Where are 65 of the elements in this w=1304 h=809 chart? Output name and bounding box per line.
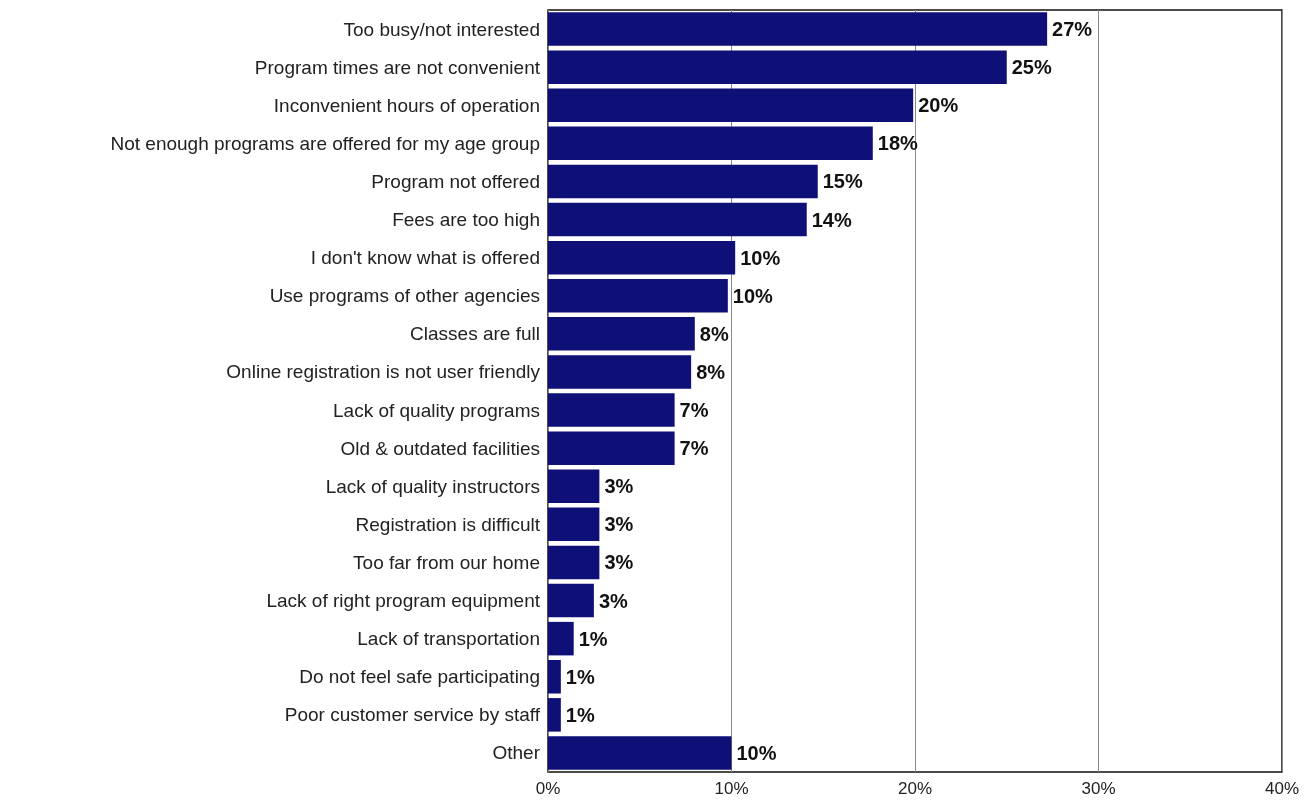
bar [548, 126, 873, 161]
bar [548, 278, 728, 313]
data-label: 1% [578, 627, 608, 650]
data-label: 27% [1052, 18, 1093, 41]
data-label: 1% [565, 665, 595, 688]
y-tick-label: Online registration is not user friendly [226, 361, 541, 383]
bar [548, 431, 675, 465]
bar [548, 469, 600, 504]
data-label: 3% [598, 589, 628, 612]
y-tick-label: Lack of right program equipment [266, 590, 541, 612]
data-label: 8% [699, 322, 729, 345]
data-label: 14% [811, 208, 852, 231]
data-label: 3% [604, 513, 634, 536]
data-label: 8% [696, 360, 726, 383]
y-tick-label: I don't know what is offered [310, 247, 540, 269]
y-tick-label: Too busy/not interested [343, 18, 540, 40]
bar [548, 164, 818, 199]
bar [548, 393, 675, 427]
y-tick-label: Too far from our home [353, 551, 540, 573]
x-tick-label: 0% [535, 779, 561, 798]
bar [548, 317, 695, 351]
bar [548, 202, 807, 237]
data-label: 25% [1011, 56, 1052, 79]
data-label: 15% [822, 170, 863, 193]
bar [548, 507, 600, 542]
bar [548, 736, 732, 770]
y-tick-label: Old & outdated facilities [340, 437, 540, 459]
bar [548, 698, 561, 732]
bar [548, 12, 1048, 46]
y-tick-label: Do not feel safe participating [299, 666, 540, 688]
y-tick-label: Use programs of other agencies [269, 285, 540, 307]
bar [548, 545, 600, 580]
y-tick-label: Registration is difficult [355, 513, 541, 535]
data-label: 3% [604, 475, 634, 498]
bar [548, 659, 561, 694]
y-tick-label: Classes are full [410, 323, 540, 345]
x-tick-label: 10% [714, 779, 749, 798]
bar [548, 583, 594, 618]
data-label: 20% [918, 94, 959, 117]
bar [548, 88, 914, 123]
data-label: 18% [877, 132, 919, 155]
data-label: 10% [740, 246, 781, 269]
data-label: 10% [736, 741, 777, 764]
y-tick-label: Not enough programs are offered for my age group [110, 132, 540, 154]
data-label: 1% [565, 703, 595, 726]
y-tick-label: Lack of quality programs [333, 399, 540, 421]
y-tick-label: Lack of transportation [357, 628, 540, 650]
bar [548, 240, 736, 275]
data-label: 10% [732, 284, 774, 307]
y-tick-label: Poor customer service by staff [284, 704, 541, 726]
y-tick-label: Lack of quality instructors [325, 475, 540, 497]
y-tick-label: Fees are too high [392, 209, 540, 231]
x-tick-label: 20% [897, 779, 933, 798]
x-tick-label: 30% [1081, 779, 1116, 798]
y-tick-label: Program times are not convenient [254, 56, 541, 78]
bar [548, 50, 1007, 84]
data-label: 7% [679, 399, 709, 422]
data-label: 3% [604, 551, 634, 574]
y-tick-label: Program not offered [371, 170, 540, 192]
y-tick-label: Inconvenient hours of operation [273, 94, 540, 116]
data-label: 7% [679, 437, 709, 460]
bar [548, 355, 692, 389]
y-tick-label: Other [492, 742, 541, 764]
bar [548, 621, 574, 656]
x-tick-label: 40% [1264, 779, 1300, 798]
